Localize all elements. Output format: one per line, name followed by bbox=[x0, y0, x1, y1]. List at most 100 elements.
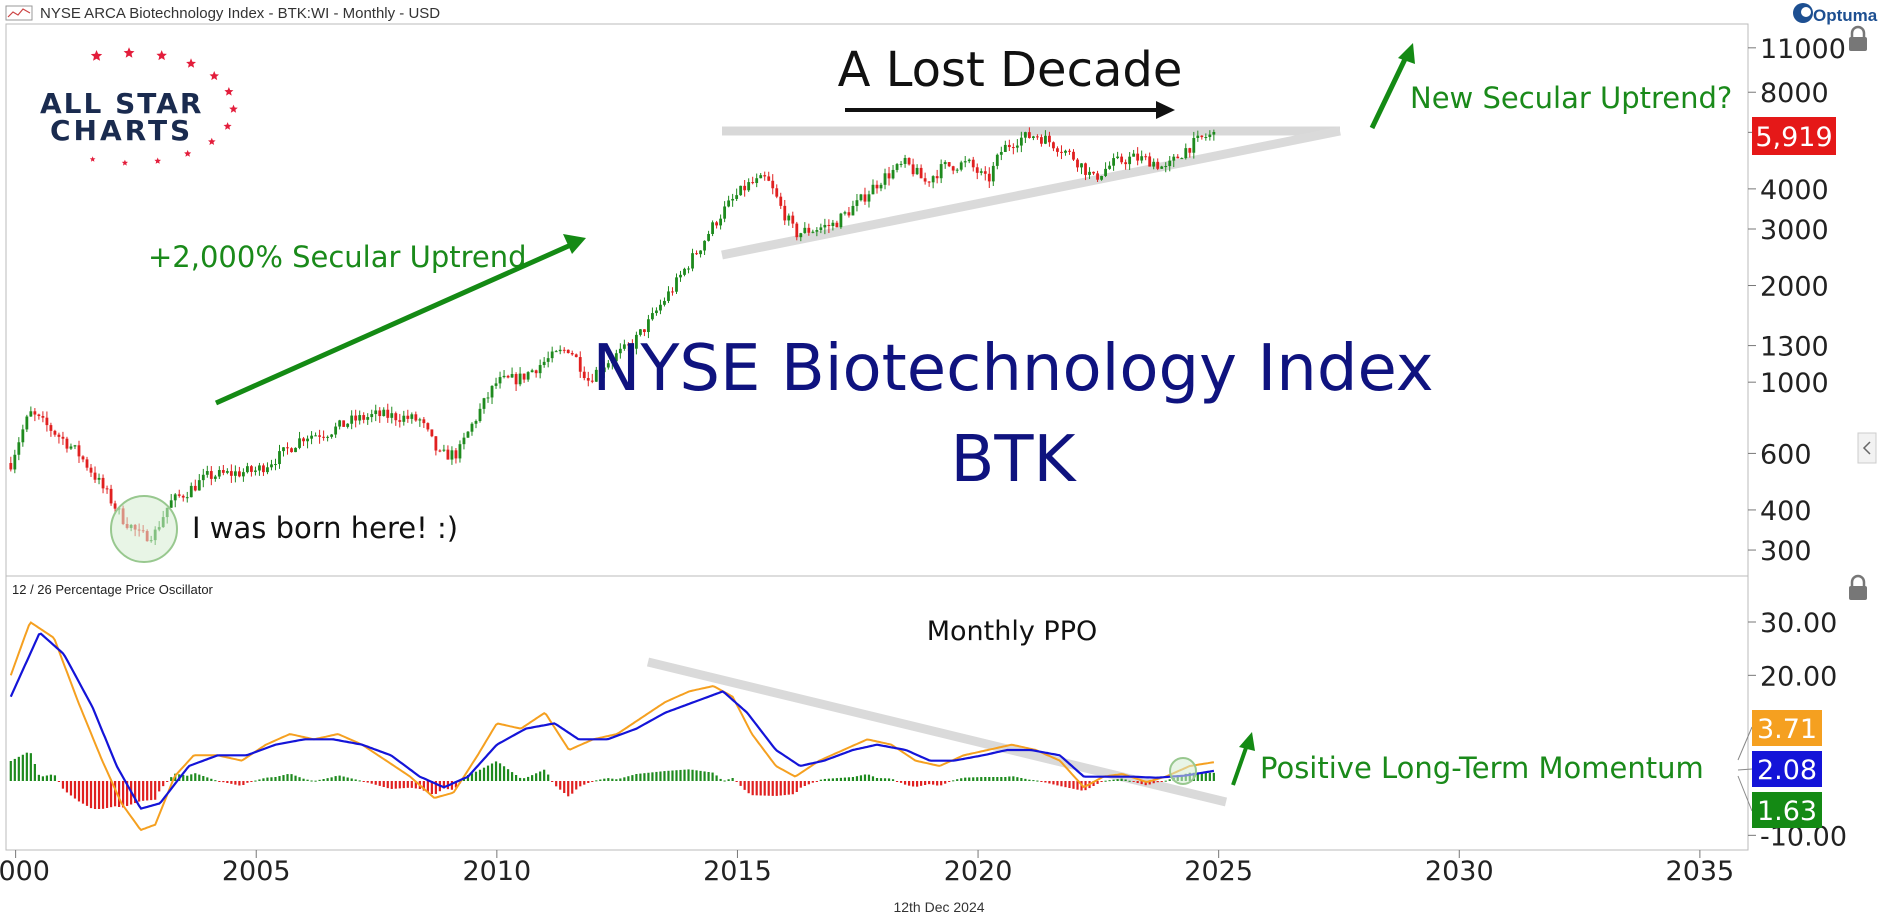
ppo-panel: 12 / 26 Percentage Price Oscillator Mont… bbox=[9, 582, 1704, 832]
candle-body bbox=[743, 185, 747, 191]
candle-body bbox=[109, 488, 113, 504]
histogram-bar bbox=[506, 769, 510, 781]
histogram-bar bbox=[474, 771, 478, 781]
candle-body bbox=[727, 200, 731, 207]
candle-body bbox=[37, 414, 41, 417]
candle-body bbox=[1068, 150, 1071, 152]
candle-body bbox=[45, 417, 49, 426]
logo-star bbox=[123, 47, 135, 58]
candle-body bbox=[546, 358, 550, 362]
candle-body bbox=[382, 409, 386, 417]
new-secular-uptrend-label: New Secular Uptrend? bbox=[1410, 81, 1732, 115]
candle-body bbox=[775, 188, 779, 197]
histogram-bar bbox=[250, 781, 253, 782]
candle-body bbox=[534, 370, 538, 374]
histogram-bar bbox=[242, 781, 245, 785]
candle-body bbox=[1168, 160, 1172, 167]
candle-body bbox=[286, 447, 289, 449]
histogram-bar bbox=[1060, 781, 1063, 787]
histogram-bar bbox=[158, 781, 161, 792]
candle-body bbox=[935, 176, 939, 179]
histogram-bar bbox=[186, 775, 189, 781]
histogram-bar bbox=[65, 781, 69, 793]
histogram-bar bbox=[482, 767, 486, 781]
histogram-bar bbox=[230, 781, 233, 784]
candle-body bbox=[1064, 150, 1067, 153]
candle-body bbox=[430, 429, 434, 437]
histogram-bar bbox=[434, 781, 437, 794]
histogram-bar bbox=[1136, 781, 1139, 784]
candle-body bbox=[795, 223, 799, 238]
candle-body bbox=[871, 184, 875, 195]
candle-body bbox=[887, 173, 891, 179]
candle-body bbox=[983, 171, 987, 174]
histogram-bar bbox=[791, 781, 794, 795]
candle-body bbox=[490, 385, 494, 398]
histogram-bar bbox=[73, 781, 77, 799]
candle-body bbox=[1128, 156, 1132, 165]
histogram-bar bbox=[867, 774, 871, 781]
candle-body bbox=[450, 450, 454, 460]
histogram-bar bbox=[1148, 781, 1151, 785]
histogram-bar bbox=[1040, 781, 1043, 782]
candle-body bbox=[703, 240, 706, 251]
histogram-bar bbox=[807, 781, 810, 785]
time-tick-label: 2010 bbox=[462, 856, 531, 887]
lock-icon[interactable] bbox=[1849, 25, 1867, 51]
histogram-bar bbox=[779, 781, 782, 796]
candle-body bbox=[791, 215, 795, 224]
candle-body bbox=[847, 212, 851, 216]
histogram-bar bbox=[1208, 772, 1211, 781]
histogram-bar bbox=[117, 781, 121, 807]
histogram-bar bbox=[246, 781, 249, 783]
candle-body bbox=[819, 227, 823, 231]
histogram-bar bbox=[334, 776, 337, 781]
histogram-bar bbox=[1068, 781, 1071, 788]
chart-date: 12th Dec 2024 bbox=[893, 899, 984, 915]
candle-body bbox=[326, 436, 330, 438]
candle-body bbox=[679, 274, 682, 278]
candle-body bbox=[237, 471, 241, 477]
histogram-bar bbox=[298, 777, 301, 781]
candle-body bbox=[362, 415, 366, 420]
candle-body bbox=[105, 488, 109, 490]
histogram-bar bbox=[555, 781, 558, 787]
histogram-bar bbox=[25, 752, 28, 781]
logo-line2: CHARTS bbox=[50, 114, 193, 147]
candle-body bbox=[875, 184, 879, 189]
candle-body bbox=[895, 164, 899, 170]
candle-body bbox=[574, 354, 578, 358]
candle-body bbox=[366, 417, 370, 420]
histogram-bar bbox=[563, 781, 566, 793]
price-tick-label: 8000 bbox=[1760, 78, 1829, 109]
logo-star bbox=[121, 159, 128, 166]
collapse-panel-icon[interactable] bbox=[1857, 432, 1877, 464]
histogram-bar bbox=[254, 780, 257, 782]
candle-body bbox=[630, 344, 634, 349]
candle-body bbox=[643, 329, 646, 333]
logo-star bbox=[224, 87, 234, 96]
histogram-bar bbox=[29, 753, 32, 781]
histogram-bar bbox=[531, 775, 534, 781]
candle-body bbox=[462, 437, 466, 445]
histogram-bar bbox=[322, 779, 325, 781]
histogram-bar bbox=[81, 781, 85, 804]
candle-body bbox=[739, 185, 743, 196]
candle-body bbox=[707, 233, 710, 241]
last-price-value: 5,919 bbox=[1755, 122, 1832, 153]
last-price-badge: 5,919 bbox=[1752, 117, 1836, 155]
candle-body bbox=[274, 464, 277, 466]
histogram-bar bbox=[932, 781, 935, 785]
histogram-bar bbox=[823, 778, 826, 781]
price-tick-label: 600 bbox=[1760, 439, 1812, 470]
lock-icon[interactable] bbox=[1849, 574, 1867, 600]
candle-body bbox=[81, 456, 85, 460]
candle-body bbox=[915, 167, 919, 175]
secular-uptrend-label: +2,000% Secular Uptrend bbox=[148, 240, 527, 274]
logo-star bbox=[156, 50, 167, 61]
candle-body bbox=[169, 500, 173, 508]
momentum-label: Positive Long-Term Momentum bbox=[1260, 751, 1704, 785]
histogram-bar bbox=[105, 781, 109, 808]
ppo-panel-title: 12 / 26 Percentage Price Oscillator bbox=[12, 582, 214, 597]
histogram-bar bbox=[518, 777, 522, 781]
